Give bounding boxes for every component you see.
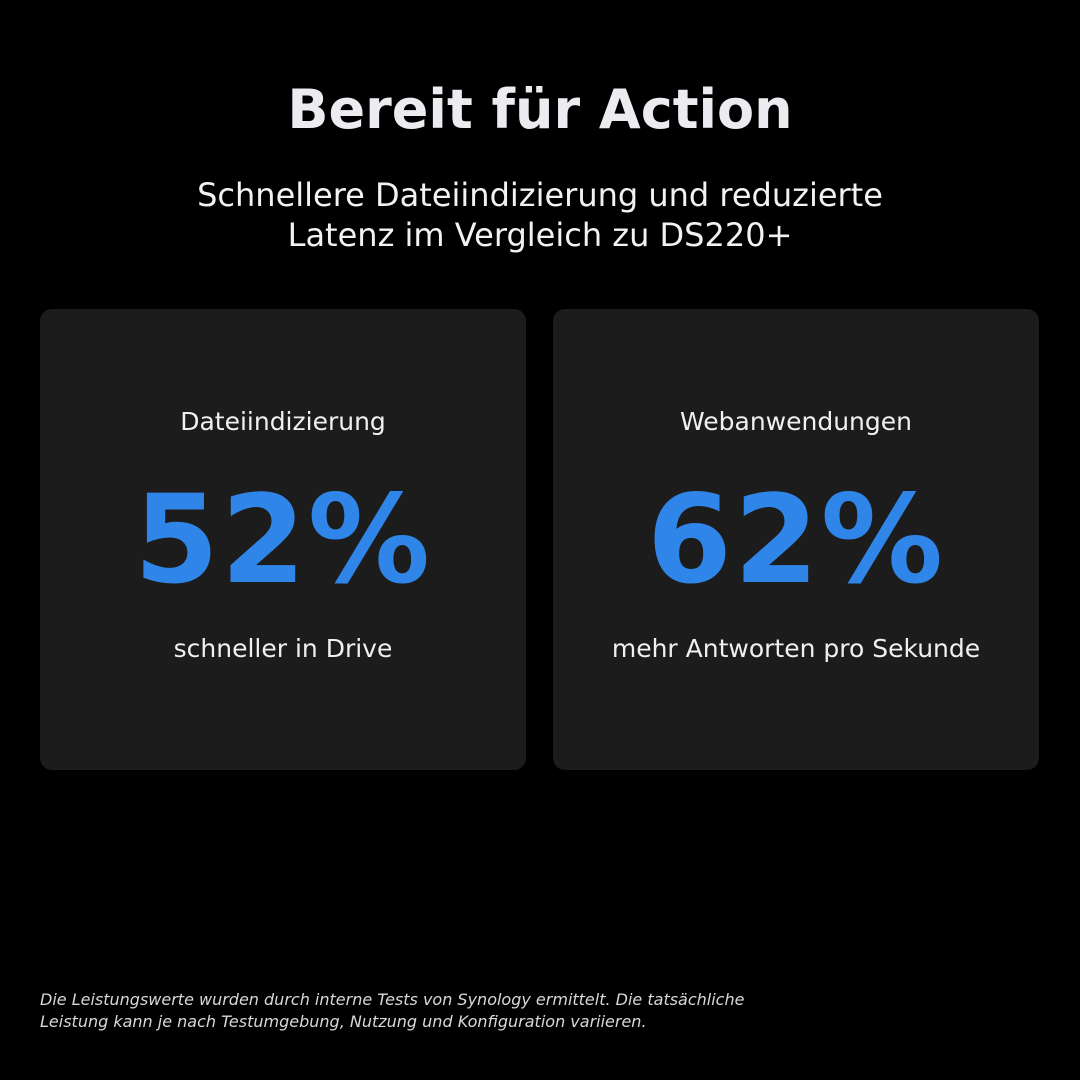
stat-card: Webanwendungen 62% mehr Antworten pro Se… <box>553 309 1039 770</box>
card-caption: mehr Antworten pro Sekunde <box>611 634 981 663</box>
title: Bereit für Action <box>287 78 793 141</box>
card-label: Dateiindizierung <box>180 407 386 436</box>
card-caption: schneller in Drive <box>173 634 393 663</box>
card-value: 52% <box>133 469 432 611</box>
footnote-line: Die Leistungswerte wurden durch interne … <box>40 990 745 1009</box>
stat-card: Dateiindizierung 52% schneller in Drive <box>40 309 526 770</box>
subtitle-line: Schnellere Dateiindizierung und reduzier… <box>197 176 883 214</box>
card-value: 62% <box>646 469 945 611</box>
card-label: Webanwendungen <box>680 407 912 436</box>
subtitle-line: Latenz im Vergleich zu DS220+ <box>287 216 793 254</box>
footnote-line: Leistung kann je nach Testumgebung, Nutz… <box>40 1012 647 1031</box>
